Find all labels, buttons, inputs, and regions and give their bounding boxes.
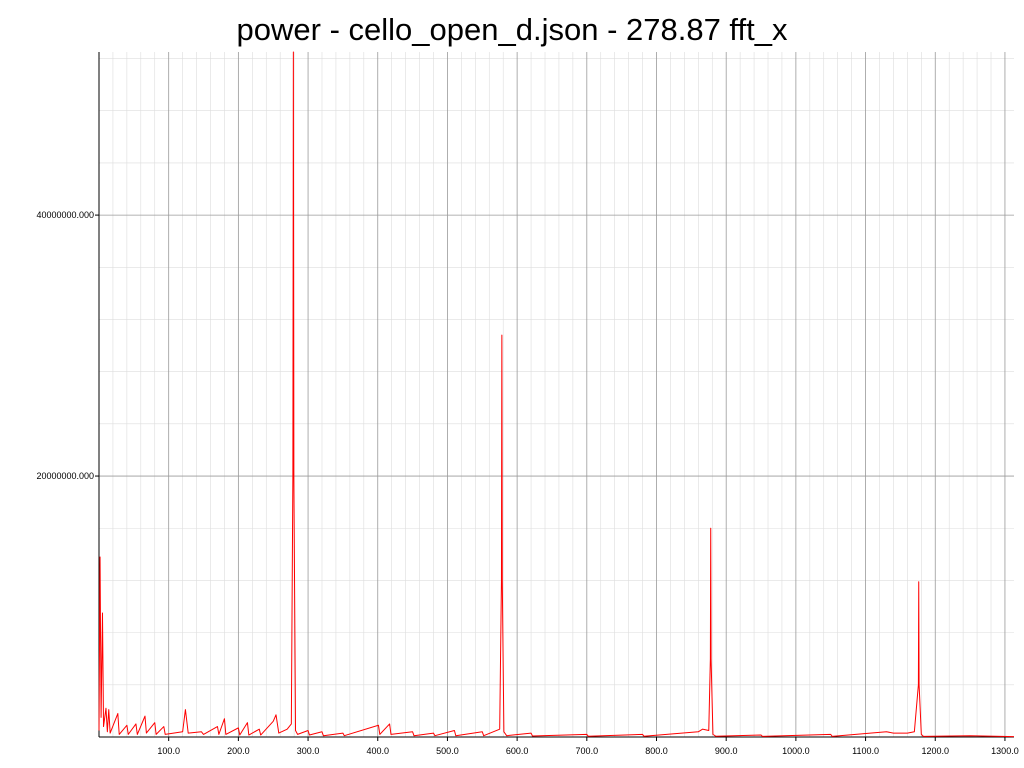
y-tick-label: 40000000.000	[36, 210, 94, 220]
series-line	[98, 51, 1015, 738]
x-tick-label: 800.0	[645, 746, 668, 756]
x-tick-label: 1200.0	[921, 746, 949, 756]
x-tick-label: 1100.0	[852, 746, 879, 756]
series-layer	[98, 51, 1015, 738]
x-tick-label: 500.0	[436, 746, 459, 756]
x-tick-label: 400.0	[366, 746, 389, 756]
x-tick-label: 700.0	[576, 746, 599, 756]
x-tick-label: 1300.0	[991, 746, 1019, 756]
x-tick-label: 100.0	[157, 746, 180, 756]
chart-title: power - cello_open_d.json - 278.87 fft_x	[236, 12, 788, 47]
y-axis-ticks: 20000000.000 40000000.000	[36, 210, 99, 481]
x-axis-ticks: 100.0 200.0 300.0 400.0 500.0 600.0 700.0 800.0…	[157, 737, 1019, 756]
x-tick-label: 900.0	[715, 746, 738, 756]
x-tick-label: 200.0	[227, 746, 250, 756]
y-tick-label: 20000000.000	[36, 471, 94, 481]
axes	[98, 52, 1014, 738]
major-grid	[99, 52, 1014, 737]
x-tick-label: 300.0	[297, 746, 320, 756]
x-tick-label: 600.0	[506, 746, 529, 756]
minor-grid	[99, 52, 1014, 737]
x-tick-label: 1000.0	[782, 746, 810, 756]
